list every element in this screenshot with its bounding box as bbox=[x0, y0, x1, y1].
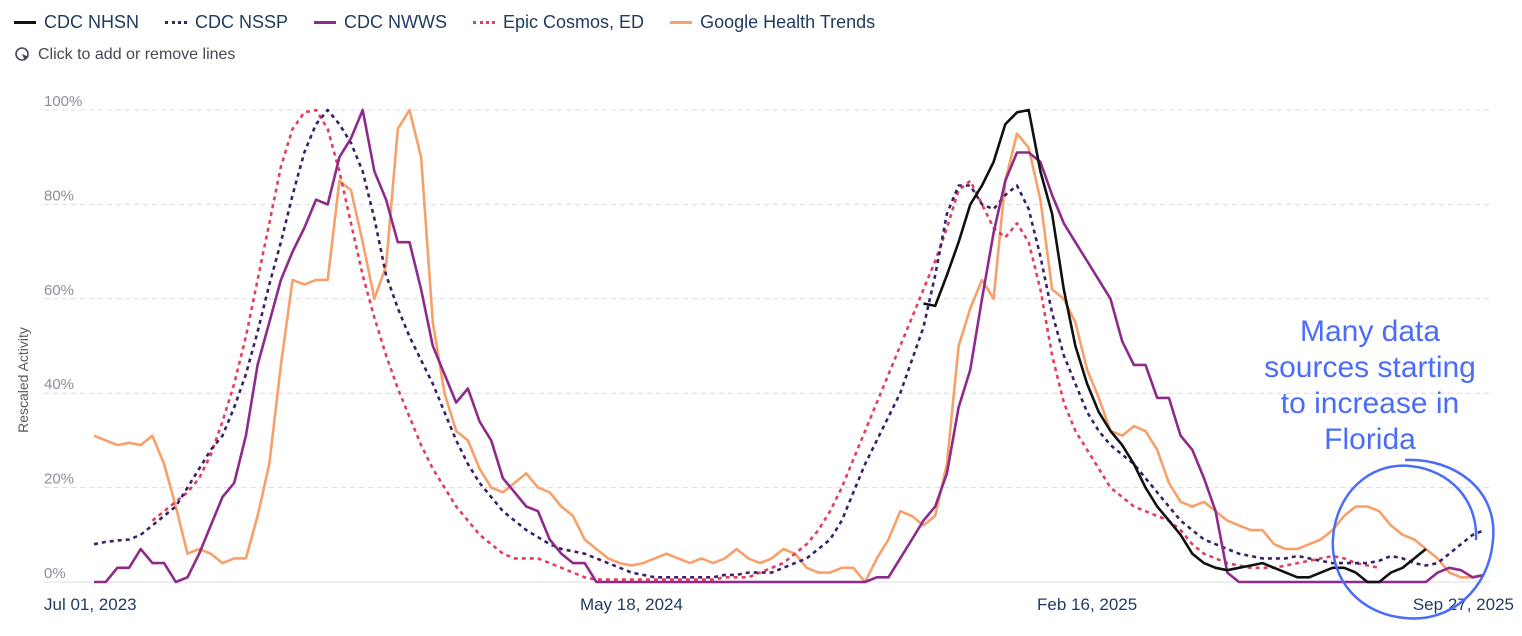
legend-swatch bbox=[165, 21, 188, 24]
legend-swatch bbox=[14, 21, 36, 24]
x-tick-label: Sep 27, 2025 bbox=[1413, 595, 1514, 614]
legend-swatch bbox=[473, 21, 496, 24]
legend: CDC NHSN CDC NSSP CDC NWWS Epic Cosmos, ED G… bbox=[14, 12, 875, 33]
legend-swatch bbox=[670, 21, 693, 24]
series-lines bbox=[93, 108, 1485, 584]
annotation: Many data sources starting to increase i… bbox=[1264, 315, 1495, 620]
annotation-line-4: Florida bbox=[1324, 423, 1416, 456]
x-tick-label: Jul 01, 2023 bbox=[44, 595, 137, 614]
y-tick-label: 0% bbox=[44, 565, 66, 582]
annotation-line-1: Many data bbox=[1300, 315, 1440, 348]
grid-lines bbox=[44, 109, 1490, 583]
tick-labels: 0% 20% 40% 60% 80% 100% Jul 01, 2023 May 18, 20… bbox=[44, 93, 1514, 614]
y-tick-label: 60% bbox=[44, 282, 74, 299]
y-tick-label: 20% bbox=[44, 471, 74, 488]
x-tick-label: May 18, 2024 bbox=[580, 595, 683, 614]
y-tick-label: 80% bbox=[44, 187, 74, 204]
legend-item[interactable]: CDC NWWS bbox=[314, 12, 447, 33]
y-axis-label: Rescaled Activity bbox=[15, 327, 31, 433]
series-line-cdc-nhsn bbox=[923, 108, 1427, 584]
legend-item[interactable]: CDC NSSP bbox=[165, 12, 288, 33]
series-line-epic-cosmos-ed bbox=[151, 108, 1380, 581]
legend-hint[interactable]: Click to add or remove lines bbox=[14, 46, 235, 64]
legend-swatch bbox=[314, 21, 337, 24]
legend-label: CDC NSSP bbox=[195, 12, 289, 32]
legend-item[interactable]: CDC NHSN bbox=[14, 12, 139, 33]
y-tick-label: 100% bbox=[44, 93, 82, 110]
series-line-cdc-nwws bbox=[94, 108, 1485, 584]
cursor-click-icon bbox=[15, 47, 29, 61]
legend-item[interactable]: Epic Cosmos, ED bbox=[473, 12, 644, 33]
legend-label: CDC NHSN bbox=[44, 12, 140, 32]
legend-label: Google Health Trends bbox=[700, 12, 876, 32]
legend-label: CDC NWWS bbox=[344, 12, 448, 32]
legend-hint-label: Click to add or remove lines bbox=[38, 46, 236, 63]
series-line-cdc-nssp bbox=[93, 108, 1485, 579]
series-line-google-health-trends bbox=[93, 108, 1485, 584]
annotation-line-2: sources starting bbox=[1264, 351, 1476, 384]
annotation-line-3: to increase in bbox=[1281, 387, 1459, 420]
legend-item[interactable]: Google Health Trends bbox=[670, 12, 875, 33]
x-tick-label: Feb 16, 2025 bbox=[1037, 595, 1137, 614]
legend-label: Epic Cosmos, ED bbox=[503, 12, 645, 32]
y-tick-label: 40% bbox=[44, 376, 74, 393]
annotation-circle bbox=[1331, 458, 1495, 620]
